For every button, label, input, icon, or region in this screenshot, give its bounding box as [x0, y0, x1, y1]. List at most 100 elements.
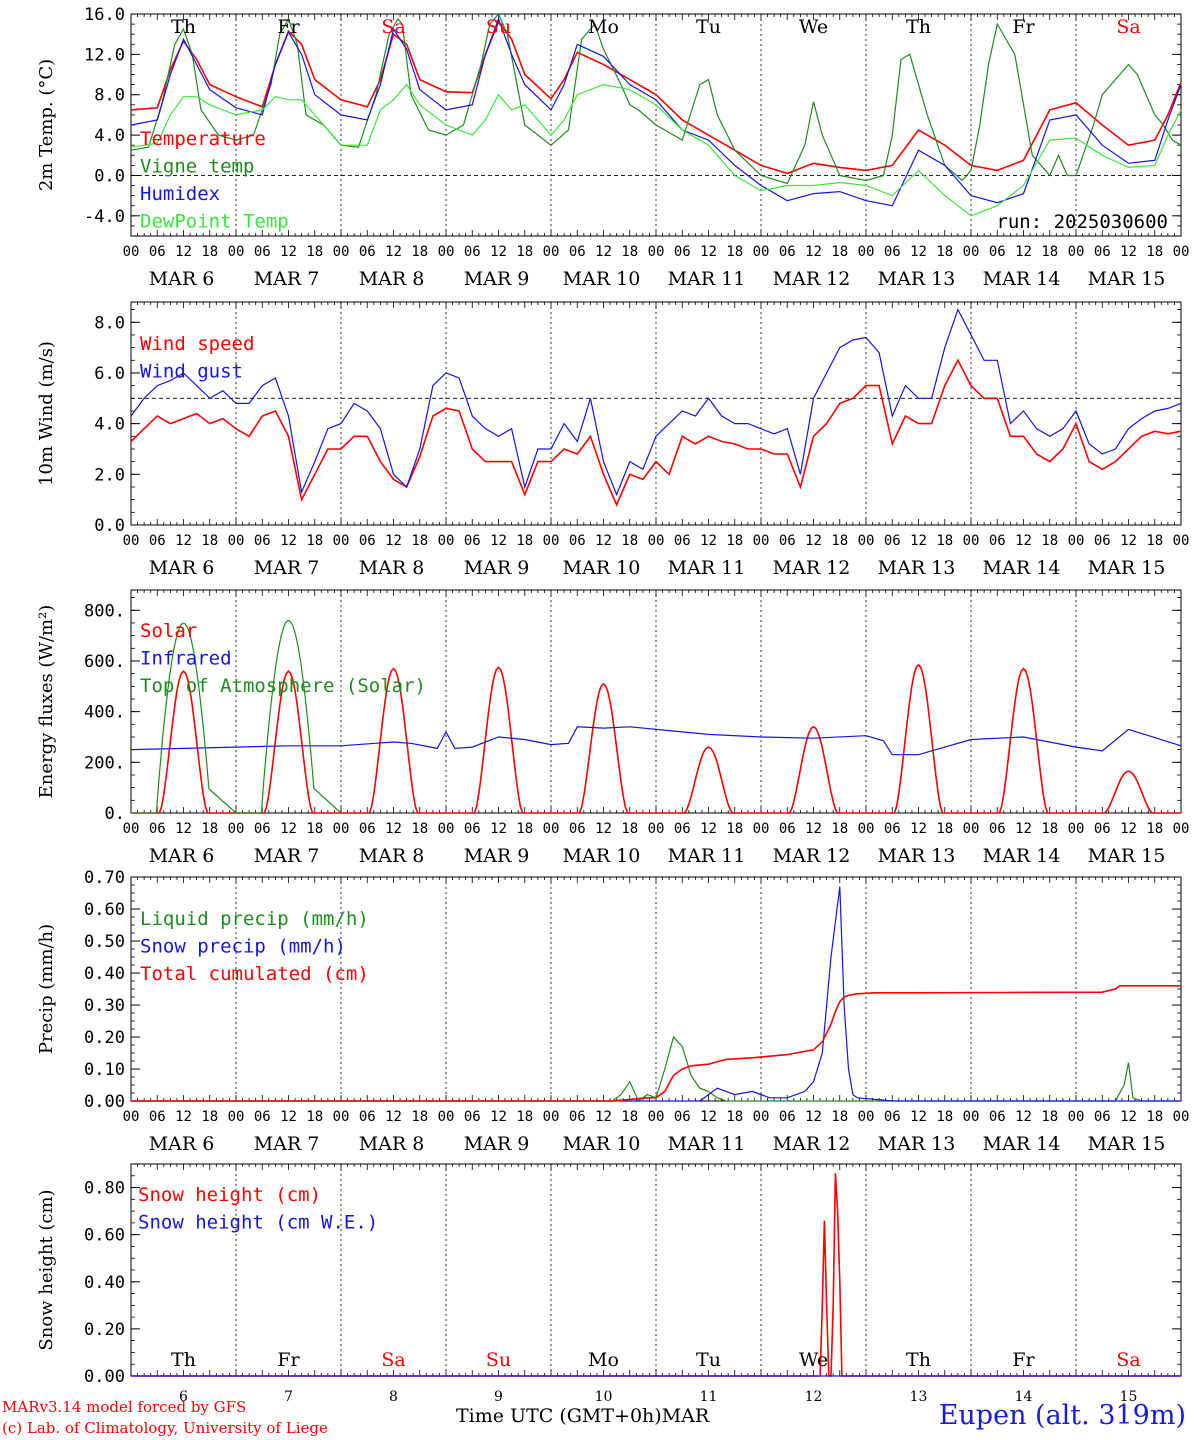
date-label: MAR 8	[359, 845, 425, 867]
hour-tick-label: 00	[648, 244, 665, 260]
day-number-label: 12	[805, 1389, 823, 1405]
series-line-solar	[131, 663, 1181, 814]
hour-tick-label: 12	[175, 244, 192, 260]
hour-tick-label: 12	[490, 1109, 507, 1125]
hour-tick-label: 00	[753, 1109, 770, 1125]
date-label: MAR 12	[773, 1133, 851, 1155]
date-label: MAR 13	[878, 268, 956, 290]
hour-tick-label: 18	[201, 821, 218, 837]
hour-tick-label: 00	[228, 533, 245, 549]
y-axis-label: Precip (mm/h)	[36, 924, 57, 1054]
hour-tick-label: 12	[490, 821, 507, 837]
hour-tick-label: 18	[516, 821, 533, 837]
hour-tick-label: 12	[700, 821, 717, 837]
hour-tick-label: 06	[149, 244, 166, 260]
weekday-label: Fr	[1012, 16, 1035, 38]
hour-tick-label: 06	[254, 533, 271, 549]
hour-tick-label: 18	[411, 1109, 428, 1125]
hour-tick-label: 12	[1015, 1109, 1032, 1125]
legend-entry: Wind gust	[140, 361, 243, 383]
hour-tick-label: 18	[411, 244, 428, 260]
y-tick-label: 0.70	[84, 868, 125, 888]
hour-tick-label: 18	[726, 533, 743, 549]
hour-tick-label: 06	[149, 1109, 166, 1125]
y-tick-label: 800.	[84, 601, 125, 621]
hour-tick-label: 18	[516, 533, 533, 549]
hour-tick-label: 12	[1015, 821, 1032, 837]
weekday-label: Fr	[1012, 1349, 1035, 1371]
hour-tick-label: 12	[1120, 533, 1137, 549]
hour-tick-label: 00	[123, 821, 140, 837]
hour-tick-label: 00	[1173, 1109, 1190, 1125]
hour-tick-label: 18	[1041, 821, 1058, 837]
date-label: MAR 11	[668, 1133, 746, 1155]
hour-tick-label: 18	[201, 244, 218, 260]
y-tick-label: 0.	[105, 804, 125, 824]
hour-tick-label: 12	[280, 244, 297, 260]
y-tick-label: 0.50	[84, 932, 125, 952]
hour-tick-label: 06	[1094, 821, 1111, 837]
hour-tick-label: 18	[1041, 533, 1058, 549]
hour-tick-label: 12	[700, 1109, 717, 1125]
hour-tick-label: 06	[884, 244, 901, 260]
hour-tick-label: 12	[910, 1109, 927, 1125]
weekday-label: Th	[171, 16, 196, 38]
hour-tick-label: 18	[831, 1109, 848, 1125]
station-name: Eupen (alt. 319m)	[938, 1400, 1186, 1431]
hour-tick-label: 00	[1068, 821, 1085, 837]
series-line-snow-precip-mm-h-	[131, 886, 1181, 1102]
hour-tick-label: 06	[1094, 533, 1111, 549]
date-label: MAR 6	[149, 557, 215, 579]
hour-tick-label: 00	[1173, 533, 1190, 549]
date-label: MAR 7	[254, 268, 320, 290]
hour-tick-label: 18	[726, 244, 743, 260]
hour-tick-label: 18	[621, 533, 638, 549]
y-tick-label: 4.0	[94, 415, 125, 435]
y-tick-label: 0.20	[84, 1028, 125, 1048]
hour-tick-label: 18	[726, 821, 743, 837]
hour-tick-label: 12	[700, 533, 717, 549]
legend-entry: Temperature	[140, 128, 266, 150]
hour-tick-label: 12	[1015, 533, 1032, 549]
weekday-label: Mo	[588, 16, 619, 38]
hour-tick-label: 12	[1120, 1109, 1137, 1125]
day-number-label: 8	[389, 1389, 398, 1405]
series-line-humidex	[130, 17, 1182, 207]
hour-tick-label: 06	[1094, 244, 1111, 260]
hour-tick-label: 06	[464, 1109, 481, 1125]
weekday-label: Su	[486, 1349, 511, 1371]
hour-tick-label: 00	[858, 1109, 875, 1125]
hour-tick-label: 06	[674, 244, 691, 260]
hour-tick-label: 12	[175, 821, 192, 837]
hour-tick-label: 00	[1173, 244, 1190, 260]
run-label: run: 2025030600	[996, 211, 1168, 233]
lab-credit: (c) Lab. of Climatology, University of L…	[2, 1419, 328, 1437]
hour-tick-label: 00	[228, 821, 245, 837]
hour-tick-label: 00	[228, 244, 245, 260]
panel-3: 800. 600. 400. 200. 0. Energy fluxes (W/m²) So…	[36, 589, 1189, 867]
date-label: MAR 15	[1088, 1133, 1166, 1155]
date-label: MAR 9	[464, 557, 530, 579]
y-axis-label: Energy fluxes (W/m²)	[36, 605, 57, 799]
hour-tick-label: 18	[621, 1109, 638, 1125]
date-label: MAR 14	[983, 1133, 1061, 1155]
date-label: MAR 14	[983, 845, 1061, 867]
series-line-wind-speed	[130, 358, 1182, 507]
hour-tick-label: 12	[805, 821, 822, 837]
legend-entry: Liquid precip (mm/h)	[140, 908, 369, 930]
legend-entry: Snow height (cm)	[138, 1184, 321, 1206]
hour-tick-label: 06	[569, 1109, 586, 1125]
hour-tick-label: 00	[858, 533, 875, 549]
hour-tick-label: 06	[359, 1109, 376, 1125]
y-axis-label: 2m Temp. (°C)	[36, 59, 57, 191]
hour-tick-label: 12	[385, 244, 402, 260]
hour-tick-label: 12	[1015, 244, 1032, 260]
hour-tick-label: 12	[700, 244, 717, 260]
day-number-label: 7	[284, 1389, 293, 1405]
y-tick-label: 0.60	[84, 900, 125, 920]
date-label: MAR 8	[359, 268, 425, 290]
date-label: MAR 12	[773, 557, 851, 579]
hour-tick-label: 12	[595, 533, 612, 549]
series-line-wind-gust	[130, 308, 1182, 497]
hour-tick-label: 06	[674, 533, 691, 549]
